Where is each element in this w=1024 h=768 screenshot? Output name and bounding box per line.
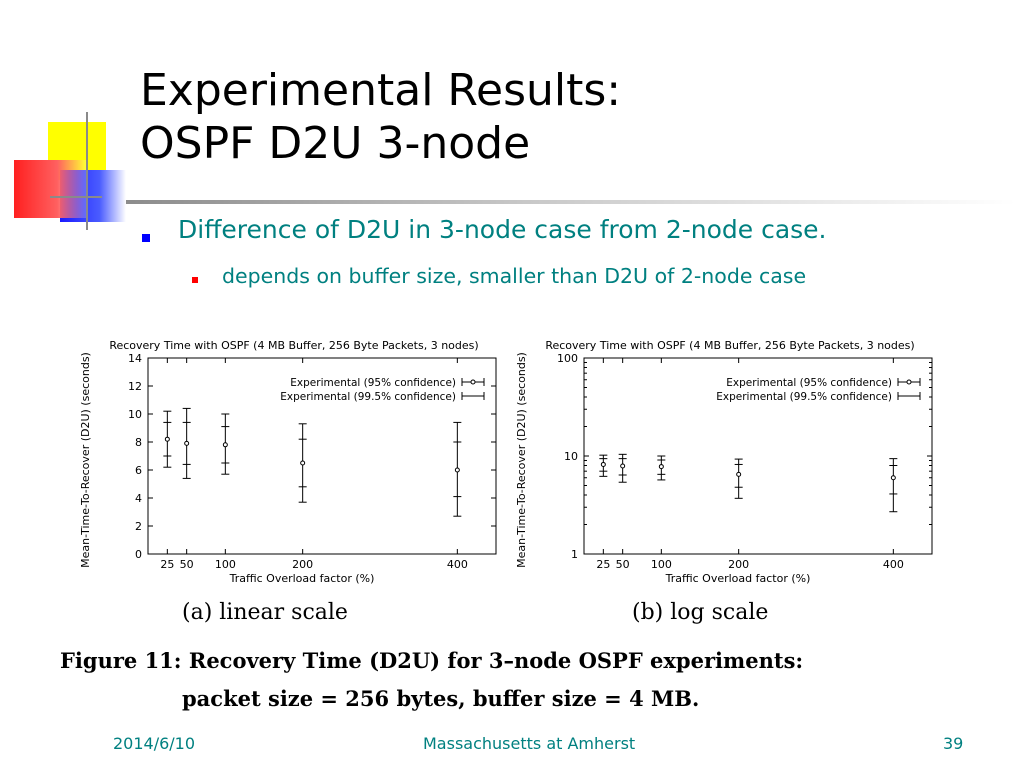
chart-title: Recovery Time with OSPF (4 MB Buffer, 25… [545, 339, 914, 352]
y-tick-label: 2 [135, 520, 142, 533]
y-tick-label: 6 [135, 464, 142, 477]
data-point [890, 475, 896, 481]
legend-label: Experimental (99.5% confidence) [280, 391, 456, 403]
x-tick-label: 400 [883, 558, 904, 571]
plot-frame [147, 357, 497, 555]
x-tick-label: 200 [292, 558, 313, 571]
x-tick-label: 100 [215, 558, 236, 571]
x-tick-label: 100 [651, 558, 672, 571]
legend-label: Experimental (95% confidence) [290, 377, 456, 389]
x-tick-label: 25 [596, 558, 610, 571]
data-point [620, 463, 626, 469]
y-tick-label: 8 [135, 436, 142, 449]
x-tick-label: 25 [160, 558, 174, 571]
slide-title-line-2: OSPF D2U 3-node [140, 118, 531, 169]
figure-caption-line-1: Figure 11: Recovery Time (D2U) for 3–nod… [60, 648, 804, 673]
y-axis-label: Mean-Time-To-Recover (D2U) (seconds) [79, 352, 92, 568]
y-tick-label: 14 [128, 352, 142, 365]
y-tick-label: 12 [128, 380, 142, 393]
bullet-marker-icon [142, 234, 150, 242]
y-tick-label: 100 [557, 352, 578, 365]
slide-title: Experimental Results: OSPF D2U 3-node [140, 64, 621, 170]
x-axis-label: Traffic Overload factor (%) [665, 572, 811, 585]
x-axis-label: Traffic Overload factor (%) [229, 572, 375, 585]
figure-caption-line-2: packet size = 256 bytes, buffer size = 4… [182, 686, 700, 711]
x-tick-label: 50 [180, 558, 194, 571]
bullet-level-1: Difference of D2U in 3-node case from 2-… [178, 215, 827, 244]
data-point [184, 440, 190, 446]
y-tick-label: 10 [128, 408, 142, 421]
chart-title: Recovery Time with OSPF (4 MB Buffer, 25… [109, 339, 478, 352]
footer-date: 2014/6/10 [113, 734, 196, 753]
bullet-marker-icon [192, 277, 198, 283]
legend-label: Experimental (99.5% confidence) [716, 391, 892, 403]
legend-marker [470, 379, 476, 385]
data-point [658, 464, 664, 470]
chart-linear-scale: Recovery Time with OSPF (4 MB Buffer, 25… [79, 339, 497, 585]
y-tick-label: 10 [564, 450, 578, 463]
footer-organization: Massachusetts at Amherst [423, 734, 636, 753]
y-tick-label: 0 [135, 548, 142, 561]
slide-title-line-1: Experimental Results: [140, 65, 622, 116]
data-point [736, 471, 742, 477]
decor-red-square [14, 160, 86, 218]
data-point [300, 460, 306, 466]
legend-label: Experimental (95% confidence) [726, 377, 892, 389]
data-point [454, 467, 460, 473]
decor-horizontal-line [50, 196, 102, 198]
x-tick-label: 200 [728, 558, 749, 571]
decor-vertical-line [86, 112, 88, 230]
footer-page-number: 39 [943, 734, 964, 753]
chart-b-subtitle: (b) log scale [632, 600, 769, 625]
title-underline [126, 200, 1016, 204]
legend-marker [906, 379, 912, 385]
y-tick-label: 4 [135, 492, 142, 505]
bullet-level-2: depends on buffer size, smaller than D2U… [222, 264, 807, 288]
data-point [600, 461, 606, 467]
y-tick-label: 1 [571, 548, 578, 561]
x-tick-label: 400 [447, 558, 468, 571]
chart-a-subtitle: (a) linear scale [182, 600, 348, 625]
y-axis-label: Mean-Time-To-Recover (D2U) (seconds) [515, 352, 528, 568]
chart-log-scale: Recovery Time with OSPF (4 MB Buffer, 25… [515, 339, 933, 585]
data-point [222, 442, 228, 448]
data-point [164, 436, 170, 442]
x-tick-label: 50 [616, 558, 630, 571]
